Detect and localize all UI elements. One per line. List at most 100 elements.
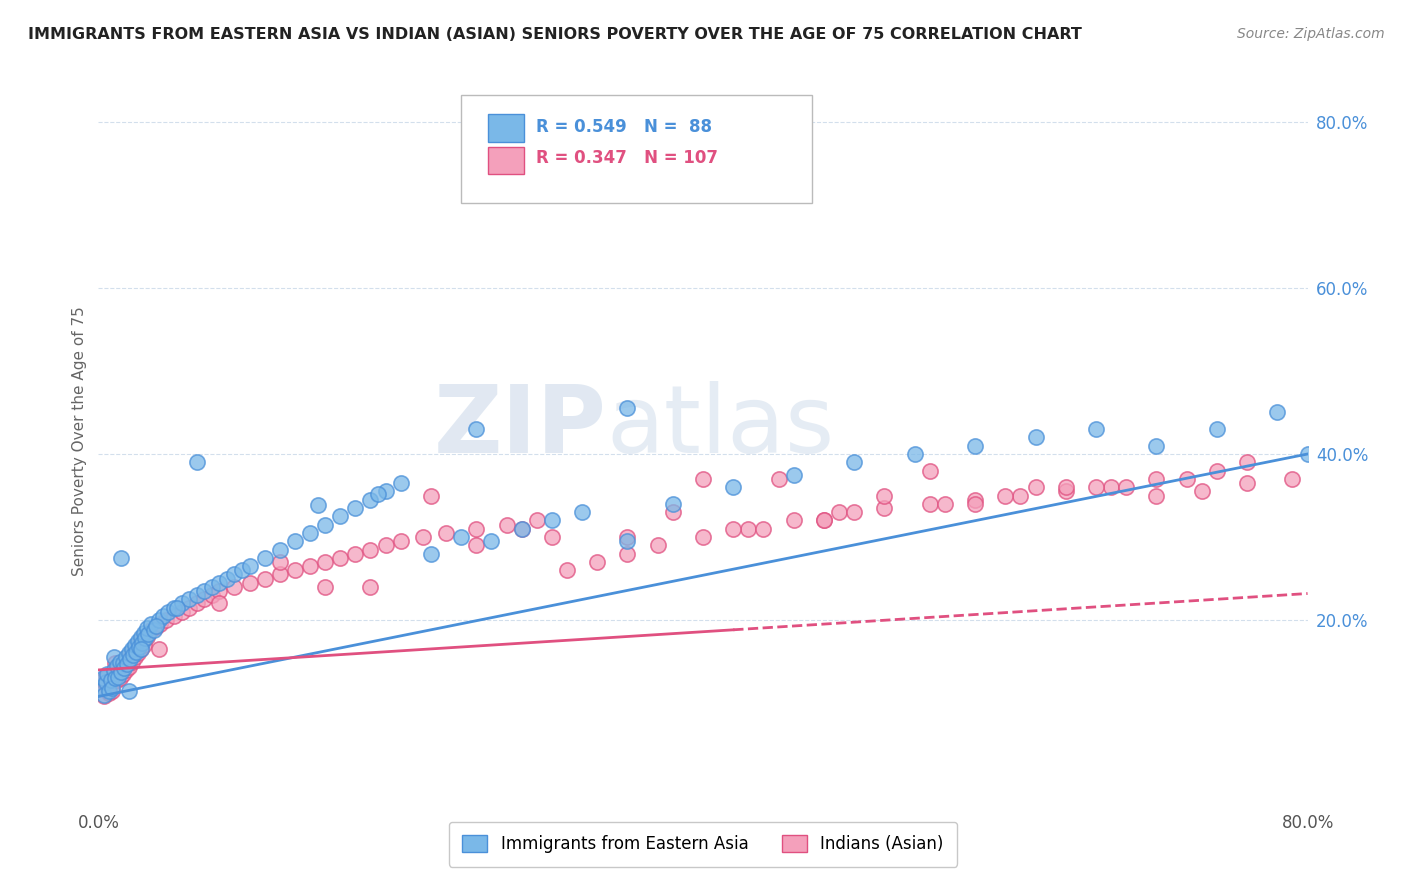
Point bbox=[152, 609, 174, 624]
Point bbox=[434, 525, 457, 540]
Point bbox=[170, 605, 193, 619]
Point bbox=[115, 657, 138, 672]
Point bbox=[94, 678, 117, 692]
Point bbox=[193, 592, 215, 607]
Point bbox=[179, 592, 201, 607]
Point bbox=[374, 484, 396, 499]
Point bbox=[108, 671, 131, 685]
Point bbox=[103, 663, 125, 677]
Point bbox=[314, 580, 336, 594]
Point bbox=[360, 492, 382, 507]
Point bbox=[239, 559, 262, 574]
Point bbox=[129, 630, 152, 644]
Point bbox=[94, 675, 117, 690]
Point bbox=[555, 563, 578, 577]
Legend: Immigrants from Eastern Asia, Indians (Asian): Immigrants from Eastern Asia, Indians (A… bbox=[449, 822, 957, 867]
Point bbox=[374, 538, 396, 552]
FancyBboxPatch shape bbox=[488, 114, 524, 142]
Point bbox=[98, 686, 121, 700]
Point bbox=[994, 489, 1017, 503]
Point bbox=[1206, 422, 1229, 436]
Point bbox=[239, 575, 262, 590]
Point bbox=[253, 572, 276, 586]
Point bbox=[465, 522, 488, 536]
FancyBboxPatch shape bbox=[461, 95, 811, 203]
Point bbox=[723, 522, 745, 536]
Point bbox=[135, 630, 157, 644]
Point bbox=[269, 542, 291, 557]
Point bbox=[201, 580, 224, 594]
Point bbox=[93, 690, 115, 704]
Point bbox=[110, 550, 132, 565]
Point bbox=[128, 640, 150, 654]
Point bbox=[813, 513, 835, 527]
Point bbox=[904, 447, 927, 461]
Point bbox=[965, 497, 987, 511]
Point bbox=[360, 580, 382, 594]
Point bbox=[132, 638, 155, 652]
Point bbox=[1085, 480, 1108, 494]
Point bbox=[367, 487, 389, 501]
Point bbox=[1144, 489, 1167, 503]
Point bbox=[127, 633, 149, 648]
Point bbox=[193, 584, 215, 599]
Point bbox=[692, 472, 714, 486]
Point bbox=[481, 534, 503, 549]
Point bbox=[1236, 476, 1258, 491]
Point bbox=[1115, 480, 1137, 494]
Point bbox=[103, 665, 125, 679]
Point bbox=[120, 652, 142, 666]
Point bbox=[1281, 472, 1303, 486]
Point bbox=[299, 559, 322, 574]
Point bbox=[661, 505, 683, 519]
Point bbox=[934, 497, 956, 511]
Point bbox=[1099, 480, 1122, 494]
Point bbox=[450, 530, 472, 544]
Point bbox=[108, 655, 131, 669]
Point bbox=[329, 509, 352, 524]
Point bbox=[737, 522, 759, 536]
Point bbox=[104, 657, 127, 671]
Point bbox=[135, 621, 157, 635]
Point bbox=[98, 683, 121, 698]
Point bbox=[90, 680, 112, 694]
Point bbox=[1024, 480, 1046, 494]
Point bbox=[90, 681, 112, 696]
Point bbox=[136, 627, 159, 641]
Text: IMMIGRANTS FROM EASTERN ASIA VS INDIAN (ASIAN) SENIORS POVERTY OVER THE AGE OF 7: IMMIGRANTS FROM EASTERN ASIA VS INDIAN (… bbox=[28, 27, 1083, 42]
Point bbox=[965, 439, 987, 453]
Point bbox=[344, 547, 367, 561]
Point bbox=[1191, 484, 1213, 499]
Point bbox=[104, 671, 127, 685]
Point bbox=[122, 648, 145, 662]
Point bbox=[307, 499, 329, 513]
Point bbox=[420, 547, 443, 561]
Point bbox=[141, 623, 163, 637]
Point bbox=[269, 555, 291, 569]
Point bbox=[1144, 472, 1167, 486]
Point bbox=[107, 661, 129, 675]
Point bbox=[121, 642, 143, 657]
Point bbox=[96, 667, 118, 681]
Point bbox=[284, 534, 307, 549]
Point bbox=[100, 675, 122, 690]
Point bbox=[616, 401, 638, 416]
Point bbox=[101, 683, 124, 698]
Point bbox=[314, 517, 336, 532]
Point bbox=[125, 645, 148, 659]
Point bbox=[224, 580, 246, 594]
Point bbox=[299, 525, 322, 540]
Point bbox=[96, 669, 118, 683]
Point bbox=[420, 489, 443, 503]
Point bbox=[149, 617, 172, 632]
Point bbox=[215, 572, 238, 586]
Point bbox=[170, 597, 193, 611]
Point bbox=[1296, 447, 1319, 461]
Point bbox=[124, 638, 146, 652]
Point bbox=[91, 671, 114, 685]
Point bbox=[121, 655, 143, 669]
Point bbox=[1054, 484, 1077, 499]
Point bbox=[571, 505, 593, 519]
Point bbox=[1054, 480, 1077, 494]
Point bbox=[1010, 489, 1032, 503]
